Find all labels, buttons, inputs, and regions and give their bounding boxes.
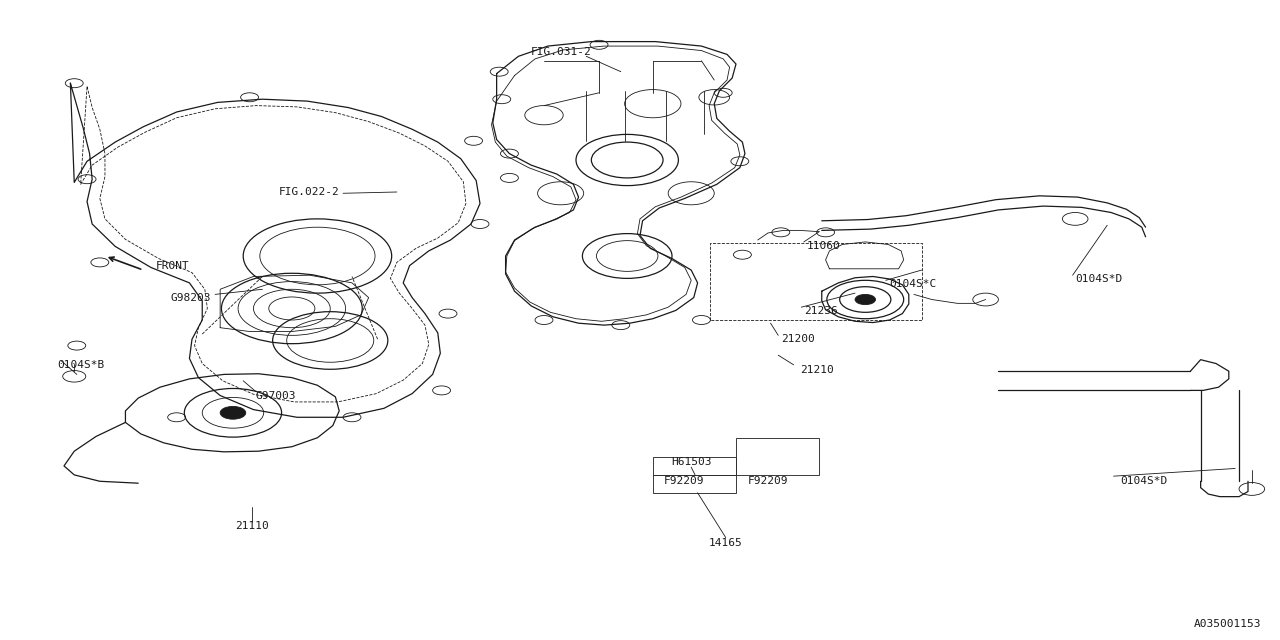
Text: FIG.031-2: FIG.031-2 bbox=[530, 47, 591, 58]
Bar bbox=[736, 438, 819, 475]
Text: 21200: 21200 bbox=[781, 334, 814, 344]
Text: H61503: H61503 bbox=[671, 457, 712, 467]
Text: 0104S*D: 0104S*D bbox=[1120, 476, 1167, 486]
Text: 21210: 21210 bbox=[800, 365, 833, 375]
Text: F92209: F92209 bbox=[663, 476, 704, 486]
Text: G97003: G97003 bbox=[256, 390, 297, 401]
Text: A035001153: A035001153 bbox=[1193, 619, 1261, 629]
Text: 0104S*C: 0104S*C bbox=[890, 279, 937, 289]
Text: FIG.022-2: FIG.022-2 bbox=[279, 187, 339, 197]
Text: 21110: 21110 bbox=[236, 521, 269, 531]
Text: F92209: F92209 bbox=[748, 476, 788, 486]
Text: G98203: G98203 bbox=[170, 293, 211, 303]
Circle shape bbox=[220, 406, 246, 419]
Text: 0104S*D: 0104S*D bbox=[1075, 274, 1123, 284]
Circle shape bbox=[855, 294, 876, 305]
Text: 21236: 21236 bbox=[804, 306, 837, 316]
Bar bbox=[653, 475, 736, 493]
Text: 11060: 11060 bbox=[806, 241, 840, 251]
Text: 0104S*B: 0104S*B bbox=[58, 360, 105, 370]
Text: 14165: 14165 bbox=[709, 538, 742, 548]
Text: FRONT: FRONT bbox=[156, 261, 189, 271]
Bar bbox=[653, 457, 736, 475]
